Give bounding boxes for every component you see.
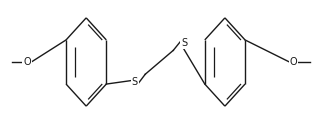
Text: S: S	[132, 77, 138, 87]
Text: O: O	[290, 57, 297, 67]
Text: S: S	[181, 38, 187, 48]
Text: O: O	[23, 57, 31, 67]
